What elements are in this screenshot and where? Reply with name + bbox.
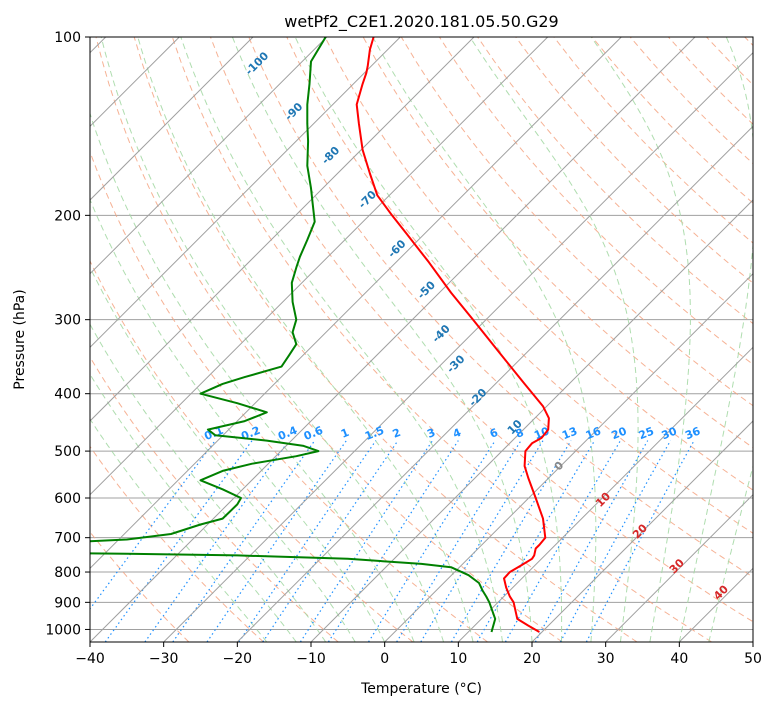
moist-adiabat-line xyxy=(708,464,753,642)
isotherm-line xyxy=(384,272,753,642)
mixing-ratio-line xyxy=(559,440,672,642)
profiles xyxy=(90,37,550,633)
mixing-ratio-line xyxy=(396,440,522,642)
dry-adiabat-line xyxy=(286,37,753,534)
moist-adiabat-line xyxy=(590,37,691,642)
mixing-ratio-label: 20 xyxy=(610,424,629,442)
mixing-ratio-label: 1 xyxy=(339,426,351,441)
isotherm-line xyxy=(90,37,696,642)
dry-adiabat-line xyxy=(95,37,563,642)
y-tick-label: 900 xyxy=(54,595,81,611)
y-tick-label: 1000 xyxy=(45,622,81,638)
mixing-ratio-line xyxy=(450,440,572,642)
mixing-ratio-label: 25 xyxy=(637,424,656,442)
dewpoint-profile-line xyxy=(90,37,497,633)
y-tick-label: 100 xyxy=(54,30,81,46)
isotherm-line xyxy=(310,199,753,642)
isotherm-line xyxy=(163,51,753,642)
mixing-ratio-label: 2 xyxy=(391,426,403,441)
x-tick-label: 0 xyxy=(380,651,389,667)
mixing-ratio-line xyxy=(367,440,496,642)
moist-adiabat-line xyxy=(137,37,474,642)
mixing-ratio-label: 3 xyxy=(425,426,437,441)
isotherm-line xyxy=(605,493,753,642)
mixing-ratio-line xyxy=(585,440,695,642)
y-tick-label: 500 xyxy=(54,444,81,460)
dry-adiabat-line xyxy=(90,445,264,642)
dry-adiabat-line xyxy=(133,37,638,642)
temperature-profile-line xyxy=(355,37,550,633)
y-axis-label: Pressure (hPa) xyxy=(12,289,28,389)
x-tick-label: −10 xyxy=(296,651,326,667)
mixing-ratio-line xyxy=(299,440,434,642)
x-tick-label: 10 xyxy=(449,651,467,667)
mixing-ratio-line xyxy=(172,440,316,642)
x-tick-label: −20 xyxy=(223,651,253,667)
mixing-ratio-label: 8 xyxy=(514,426,526,441)
moist-adiabat-line xyxy=(180,37,503,642)
x-tick-label: −40 xyxy=(75,651,105,667)
isotherm-line xyxy=(90,37,549,496)
plot-frame xyxy=(89,36,754,643)
mixing-ratio-line xyxy=(476,440,596,642)
mixing-ratio-label: 16 xyxy=(584,424,603,442)
y-tick-label: 700 xyxy=(54,531,81,547)
dry-adiabat-line xyxy=(515,37,753,284)
moist-adiabat-line xyxy=(90,198,386,642)
y-tick-label: 300 xyxy=(54,313,81,329)
isotherm-line xyxy=(457,346,753,642)
y-tick-label: 200 xyxy=(54,208,81,224)
y-tick-label: 600 xyxy=(54,491,81,507)
isotherm-line xyxy=(531,420,753,642)
isotherm-line xyxy=(90,37,475,422)
moist-adiabat-line xyxy=(90,418,268,642)
isotherm-line xyxy=(90,37,401,349)
x-tick-label: −30 xyxy=(149,651,179,667)
mixing-ratio-label: 36 xyxy=(683,424,702,442)
mixing-ratio-line xyxy=(420,440,544,642)
dry-adiabat-line xyxy=(210,37,753,623)
dry-adiabat-line xyxy=(324,37,753,491)
moist-adiabats xyxy=(90,37,753,642)
y-tick-label: 400 xyxy=(54,387,81,403)
isotherm-line xyxy=(90,37,328,275)
mixing-ratio-label: 30 xyxy=(660,424,679,442)
isotherm-line xyxy=(90,37,622,570)
moist-adiabat-line xyxy=(469,37,639,642)
moist-adiabat-line xyxy=(678,37,753,642)
mixing-ratio-line xyxy=(534,440,649,642)
x-tick-label: 20 xyxy=(523,651,541,667)
moist-adiabat-line xyxy=(294,37,563,642)
mixing-ratio-lines xyxy=(90,440,695,642)
mixing-ratio-line xyxy=(504,440,621,642)
x-tick-label: 50 xyxy=(744,651,762,667)
chart-title: wetPf2_C2E1.2020.181.05.50.G29 xyxy=(284,12,558,32)
x-tick-label: 30 xyxy=(597,651,615,667)
moist-adiabat-line xyxy=(372,37,597,642)
dry-adiabat-line xyxy=(248,37,753,578)
plot-background xyxy=(90,37,753,642)
grid-layer xyxy=(90,37,753,630)
mixing-ratio-label: 13 xyxy=(560,424,579,442)
moist-adiabat-line xyxy=(231,37,533,642)
mixing-ratio-label: 10 xyxy=(532,424,551,442)
dry-adiabat-line xyxy=(171,37,712,642)
moist-adiabat-line xyxy=(90,323,327,642)
dry-adiabat-line xyxy=(90,259,414,642)
axis-ticks: −40 −30 −20 −10 0 10 20 30 40 50 1000 900 800 700 600 5… xyxy=(45,30,762,667)
y-tick-label: 800 xyxy=(54,565,81,581)
isotherm-line xyxy=(90,37,254,201)
moist-adiabat-line xyxy=(90,111,415,642)
moist-adiabat-line xyxy=(100,37,445,642)
mixing-ratio-line xyxy=(144,440,290,642)
x-axis-label: Temperature (°C) xyxy=(360,681,482,697)
isotherms xyxy=(90,37,753,642)
isotherm-line xyxy=(236,125,753,642)
moist-adiabat-line xyxy=(90,373,297,642)
x-tick-label: 40 xyxy=(670,651,688,667)
